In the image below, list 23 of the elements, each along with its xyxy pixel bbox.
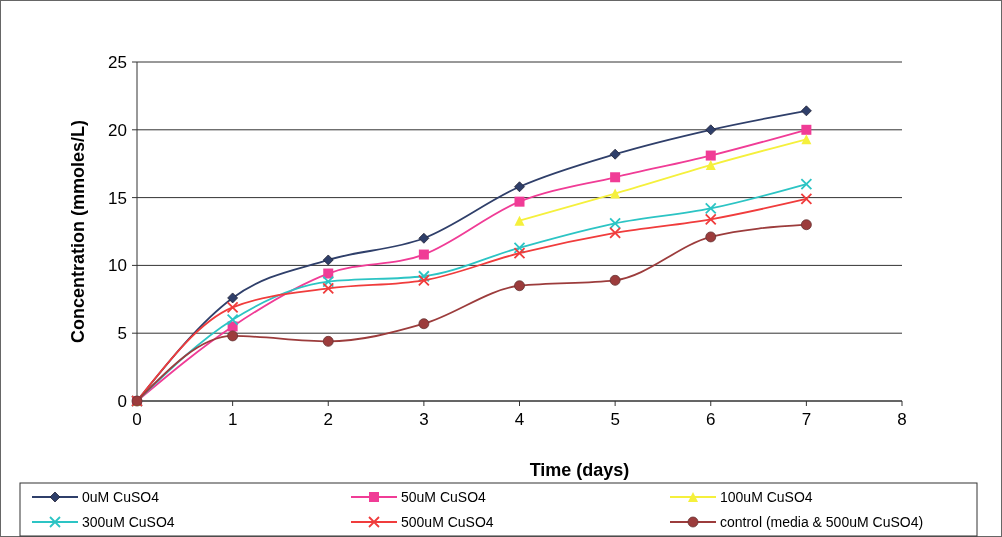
x-axis-title: Time (days) [529,460,630,480]
y-tick-label: 10 [108,256,127,276]
legend-label: control (media & 500uM CuSO4) [720,513,924,530]
x-tick-label: 4 [514,410,525,429]
legend-label: 100uM CuSO4 [720,488,813,505]
x-tick-label: 2 [323,410,333,429]
x-tick-label: 7 [801,410,812,429]
x-tick-label: 5 [610,410,620,429]
y-tick-label: 15 [108,188,127,208]
legend-label: 50uM CuSO4 [401,488,487,505]
x-tick-label: 3 [419,410,429,429]
y-tick-label: 0 [117,391,127,411]
legend-label: 0uM CuSO4 [82,488,160,505]
y-axis-title: Concentration (mmoles/L) [68,119,88,344]
x-tick-label: 1 [227,410,238,429]
y-tick-label: 20 [108,120,127,140]
x-tick-label: 8 [897,410,907,429]
legend-label: 300uM CuSO4 [82,513,175,530]
x-tick-label: 6 [706,410,716,429]
y-tick-label: 5 [117,324,127,344]
x-tick-label: 0 [132,410,142,429]
y-tick-label: 25 [108,52,127,72]
legend-label: 500uM CuSO4 [401,513,494,530]
